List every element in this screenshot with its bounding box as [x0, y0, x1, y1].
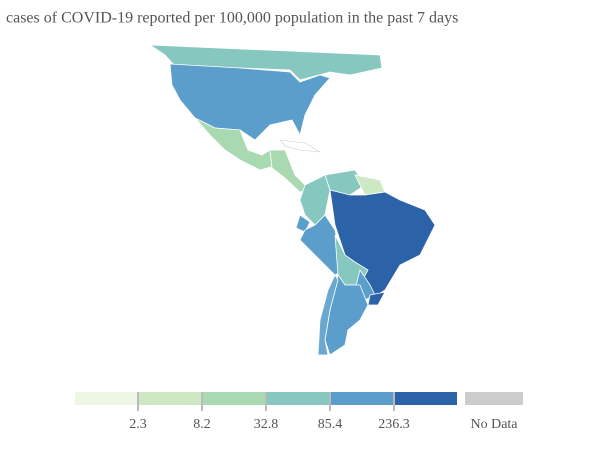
- legend-swatch: [203, 392, 265, 405]
- legend-no-data-label: No Data: [470, 417, 518, 432]
- brazil: [329, 189, 436, 301]
- canada: [148, 44, 383, 81]
- united-states: [169, 63, 331, 141]
- legend-break-label: 8.2: [193, 417, 211, 432]
- venezuela: [324, 169, 366, 196]
- legend-swatch: [75, 392, 137, 405]
- legend-break-label: 32.8: [254, 417, 279, 432]
- map-title: cases of COVID-19 reported per 100,000 p…: [6, 10, 458, 27]
- legend-break-label: 2.3: [129, 417, 147, 432]
- central-america: [269, 149, 311, 193]
- cuba: [279, 139, 321, 153]
- legend-swatch: [139, 392, 201, 405]
- legend: 2.3 8.2 32.8 85.4 236.3 No Data: [75, 392, 523, 432]
- legend-break-label: 85.4: [318, 417, 343, 432]
- legend-swatch: [395, 392, 457, 405]
- chile: [317, 274, 339, 356]
- legend-swatch: [267, 392, 329, 405]
- legend-swatch: [331, 392, 393, 405]
- legend-break-label: 236.3: [378, 417, 410, 432]
- map: [148, 44, 436, 356]
- uruguay: [367, 291, 386, 306]
- legend-no-data-swatch: [465, 392, 523, 405]
